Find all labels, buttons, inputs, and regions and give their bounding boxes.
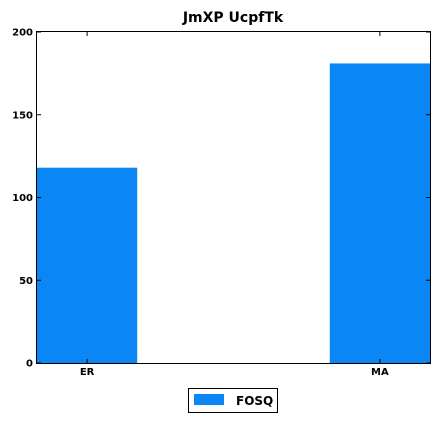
bar-ma: [329, 63, 430, 363]
y-tick-label: 200: [12, 28, 33, 39]
x-tick-label-ma: MA: [371, 367, 389, 378]
legend-swatch-fosq: [194, 394, 224, 405]
bars-layer: [37, 63, 430, 363]
legend-label-fosq: FOSQ: [236, 394, 273, 408]
x-axis: ER MA: [80, 32, 389, 378]
y-tick-label: 100: [12, 193, 33, 204]
y-tick-label: 0: [26, 359, 33, 370]
y-tick-label: 50: [19, 276, 33, 287]
legend: FOSQ: [188, 388, 278, 413]
plot-frame: [36, 31, 431, 364]
x-tick-label-er: ER: [80, 367, 95, 378]
y-tick-label: 150: [12, 110, 33, 121]
bar-er: [37, 167, 138, 363]
chart-title: JmXP UcpfTk: [182, 10, 284, 26]
